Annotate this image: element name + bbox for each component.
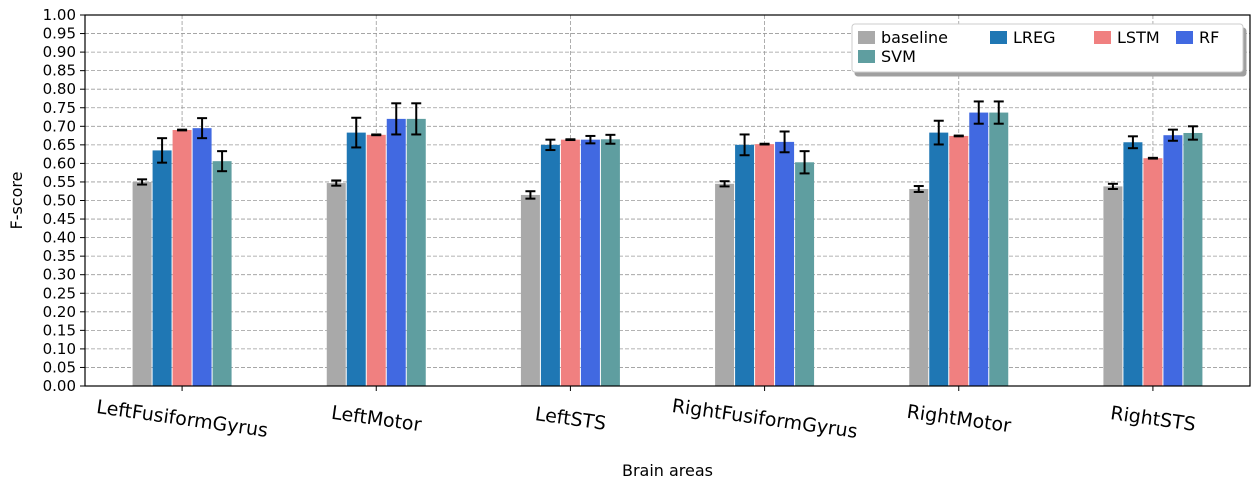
y-tick-label: 0.45 [43,210,76,228]
bar [775,141,795,386]
y-tick-label: 0.65 [43,136,76,154]
legend-swatch [858,50,875,63]
x-tick-label: LeftMotor [330,402,423,436]
bars [132,112,1203,386]
legend-label: LSTM [1117,28,1160,47]
bar [1143,158,1163,386]
bar [192,128,212,386]
bar [406,118,426,386]
legend-label: RF [1199,28,1219,47]
y-tick-label: 0.60 [43,154,76,172]
bar [152,150,172,386]
legend-swatch [858,31,875,44]
y-tick-label: 0.80 [43,80,76,98]
bar [560,139,580,386]
y-tick-label: 0.95 [43,25,76,43]
y-tick-label: 0.70 [43,117,76,135]
bar [715,183,735,386]
bar [212,161,232,386]
x-axis-ticks: LeftFusiformGyrus LeftMotor LeftSTS RightFu… [95,386,1197,443]
y-axis-ticks: 0.000.050.100.150.200.250.300.350.400.45… [43,6,85,395]
legend-swatch [1176,31,1193,44]
y-axis-label: F-score [7,172,26,230]
bar [132,181,152,386]
bar [909,188,929,386]
bar [949,135,969,386]
legend-label: LREG [1013,28,1056,47]
bar [366,134,386,386]
y-tick-label: 0.40 [43,229,76,247]
bar [795,162,815,386]
bar [735,144,755,386]
legend-box [851,23,1244,73]
y-tick-label: 0.00 [43,377,76,395]
bar [1103,186,1123,386]
bar [580,139,600,386]
y-tick-label: 0.85 [43,62,76,80]
y-tick-label: 0.55 [43,173,76,191]
bar [600,139,620,386]
bar [989,112,1009,386]
bar [755,144,775,386]
x-tick-label: LeftFusiformGyrus [95,396,269,442]
x-tick-label: RightMotor [905,401,1012,437]
bar [346,132,366,386]
legend-label: SVM [881,47,916,66]
bar [1123,142,1143,386]
bar [969,112,989,386]
y-tick-label: 0.50 [43,192,76,210]
legend-swatch [990,31,1007,44]
y-tick-label: 0.10 [43,340,76,358]
y-tick-label: 0.15 [43,321,76,339]
legend-label: baseline [881,28,948,47]
x-tick-label: RightSTS [1109,402,1197,436]
y-tick-label: 0.90 [43,43,76,61]
x-tick-label: RightFusiformGyrus [671,395,859,443]
bar [929,132,949,386]
y-tick-label: 0.75 [43,99,76,117]
bar [540,144,560,386]
legend-swatch [1094,31,1111,44]
y-tick-label: 0.35 [43,247,76,265]
error-bars [137,100,1198,200]
y-tick-label: 0.25 [43,284,76,302]
bar [520,194,540,386]
y-tick-label: 0.30 [43,266,76,284]
y-tick-label: 0.20 [43,303,76,321]
bar [326,183,346,386]
bar [386,118,406,386]
bar [1183,132,1203,386]
x-axis-label: Brain areas [622,461,713,480]
y-tick-label: 1.00 [43,6,76,24]
bar [172,130,192,386]
bar [1163,135,1183,386]
x-tick-label: LeftSTS [534,403,608,435]
y-tick-label: 0.05 [43,358,76,376]
legend: baseline LREG LSTM RF SVM [851,23,1244,73]
